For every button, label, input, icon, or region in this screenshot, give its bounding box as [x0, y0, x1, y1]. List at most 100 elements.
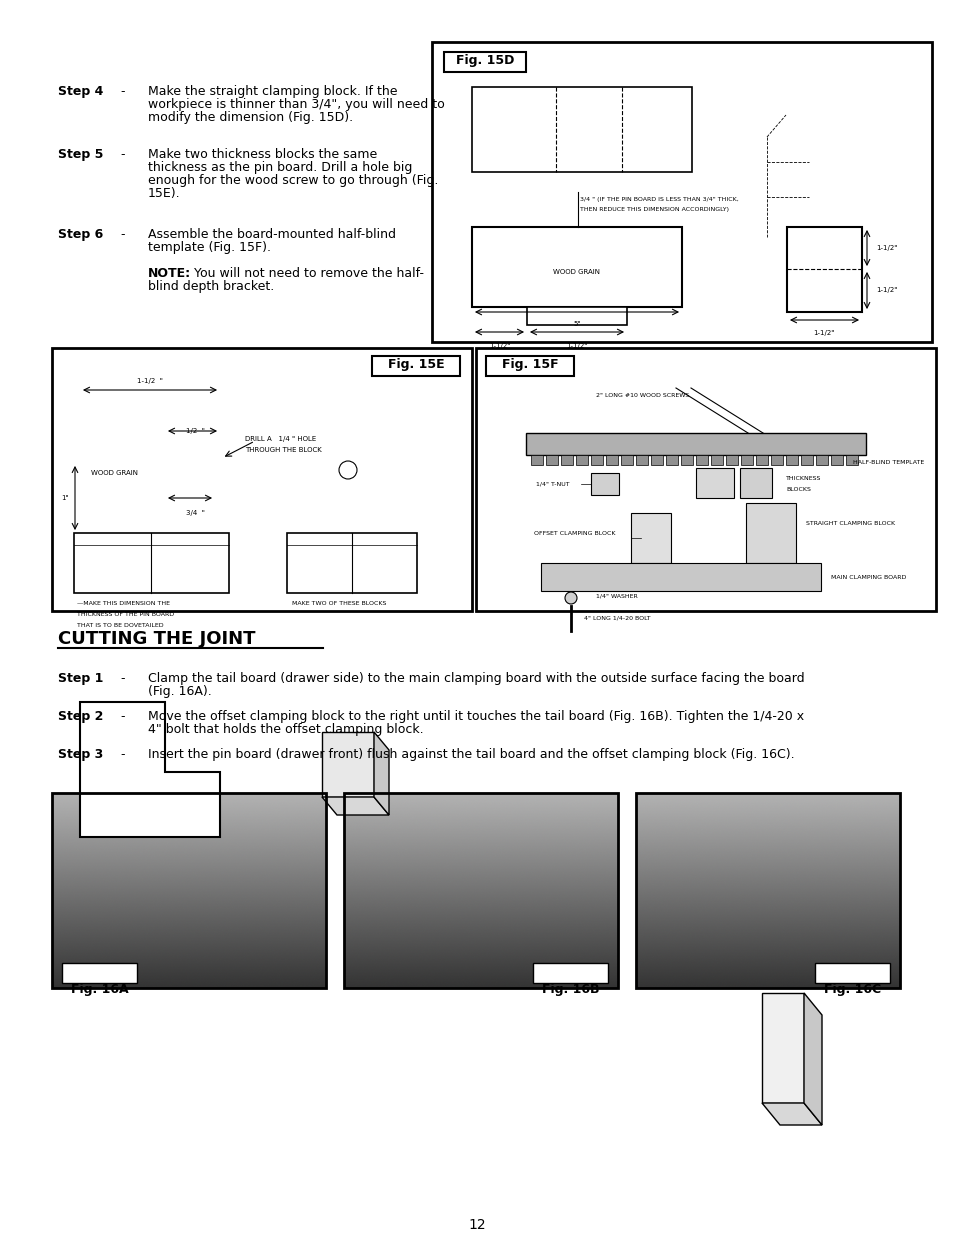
- Bar: [525, 433, 865, 454]
- Text: STRAIGHT CLAMPING BLOCK: STRAIGHT CLAMPING BLOCK: [805, 521, 894, 526]
- Bar: [845, 454, 857, 466]
- Text: 4" LONG 1/4-20 BOLT: 4" LONG 1/4-20 BOLT: [583, 616, 650, 621]
- Text: You will not need to remove the half-: You will not need to remove the half-: [190, 267, 423, 280]
- Text: NOTE:: NOTE:: [148, 267, 191, 280]
- Bar: [605, 454, 618, 466]
- Polygon shape: [761, 993, 803, 1103]
- Circle shape: [564, 592, 577, 604]
- Text: thickness as the pin board. Drill a hole big: thickness as the pin board. Drill a hole…: [148, 161, 412, 174]
- Text: Fig. 15D: Fig. 15D: [456, 54, 514, 67]
- Text: -: -: [120, 228, 125, 241]
- Text: WOOD GRAIN: WOOD GRAIN: [553, 269, 599, 275]
- Bar: [785, 454, 797, 466]
- Text: Assemble the board-mounted half-blind: Assemble the board-mounted half-blind: [148, 228, 395, 241]
- Text: Step 1: Step 1: [58, 672, 103, 685]
- Bar: [740, 468, 771, 498]
- Bar: [476, 348, 935, 611]
- Text: -: -: [120, 710, 125, 722]
- Bar: [680, 454, 692, 466]
- Text: THAT IS TO BE DOVETAILED: THAT IS TO BE DOVETAILED: [77, 622, 164, 629]
- Bar: [540, 563, 821, 592]
- Bar: [710, 454, 722, 466]
- Bar: [755, 454, 767, 466]
- Bar: [696, 468, 733, 498]
- Text: -: -: [120, 672, 125, 685]
- Bar: [770, 454, 782, 466]
- Text: 1/4" T-NUT: 1/4" T-NUT: [536, 480, 569, 487]
- Text: 1-1/2": 1-1/2": [876, 287, 897, 293]
- Bar: [576, 454, 587, 466]
- Text: Make two thickness blocks the same: Make two thickness blocks the same: [148, 148, 376, 161]
- Text: Fig. 16B: Fig. 16B: [541, 983, 599, 995]
- Text: THICKNESS OF THE PIN BOARD: THICKNESS OF THE PIN BOARD: [77, 613, 174, 618]
- Text: 3/4  ": 3/4 ": [186, 510, 204, 516]
- Bar: [472, 227, 681, 308]
- Bar: [630, 513, 670, 563]
- Text: 5": 5": [573, 321, 580, 327]
- Text: -: -: [120, 748, 125, 761]
- Bar: [740, 454, 752, 466]
- Text: Fig. 15E: Fig. 15E: [387, 358, 444, 370]
- Text: WOOD GRAIN: WOOD GRAIN: [91, 471, 138, 475]
- Text: 1-1/2  ": 1-1/2 ": [137, 378, 163, 384]
- Text: 1-1/2": 1-1/2": [489, 343, 510, 350]
- Text: Step 3: Step 3: [58, 748, 103, 761]
- Text: BLOCKS: BLOCKS: [785, 487, 810, 492]
- Text: modify the dimension (Fig. 15D).: modify the dimension (Fig. 15D).: [148, 111, 353, 124]
- Text: Make the straight clamping block. If the: Make the straight clamping block. If the: [148, 85, 397, 98]
- Text: Step 2: Step 2: [58, 710, 103, 722]
- Text: Step 5: Step 5: [58, 148, 103, 161]
- Bar: [533, 963, 607, 983]
- Polygon shape: [374, 732, 389, 815]
- Bar: [636, 454, 647, 466]
- Text: enough for the wood screw to go through (Fig.: enough for the wood screw to go through …: [148, 174, 438, 186]
- Bar: [52, 348, 472, 611]
- Text: -: -: [120, 85, 125, 98]
- Text: MAKE TWO OF THESE BLOCKS: MAKE TWO OF THESE BLOCKS: [292, 601, 386, 606]
- Text: Fig. 16A: Fig. 16A: [71, 983, 129, 995]
- Bar: [725, 454, 738, 466]
- Text: Clamp the tail board (drawer side) to the main clamping board with the outside s: Clamp the tail board (drawer side) to th…: [148, 672, 803, 685]
- Text: MAIN CLAMPING BOARD: MAIN CLAMPING BOARD: [830, 576, 905, 580]
- Polygon shape: [761, 1103, 821, 1125]
- Text: 12: 12: [468, 1218, 485, 1233]
- Text: 1-1/2": 1-1/2": [566, 343, 587, 350]
- Text: Fig. 15F: Fig. 15F: [501, 358, 558, 370]
- Bar: [636, 793, 899, 988]
- Text: THEN REDUCE THIS DIMENSION ACCORDINGLY): THEN REDUCE THIS DIMENSION ACCORDINGLY): [579, 207, 728, 212]
- Polygon shape: [322, 732, 374, 797]
- Text: DRILL A   1/4 " HOLE: DRILL A 1/4 " HOLE: [245, 436, 315, 442]
- Bar: [830, 454, 842, 466]
- Text: 1/4" WASHER: 1/4" WASHER: [596, 593, 638, 598]
- Bar: [531, 454, 542, 466]
- Polygon shape: [80, 701, 220, 837]
- Text: Insert the pin board (drawer front) flush against the tail board and the offset : Insert the pin board (drawer front) flus…: [148, 748, 794, 761]
- Text: 1-1/2": 1-1/2": [876, 245, 897, 251]
- Text: THROUGH THE BLOCK: THROUGH THE BLOCK: [245, 447, 321, 453]
- Bar: [74, 534, 229, 593]
- Polygon shape: [803, 993, 821, 1125]
- Bar: [650, 454, 662, 466]
- Bar: [801, 454, 812, 466]
- Text: Step 4: Step 4: [58, 85, 103, 98]
- Text: 3/4 " (IF THE PIN BOARD IS LESS THAN 3/4" THICK,: 3/4 " (IF THE PIN BOARD IS LESS THAN 3/4…: [579, 198, 738, 203]
- Text: HALF-BLIND TEMPLATE: HALF-BLIND TEMPLATE: [852, 459, 923, 466]
- Text: THICKNESS: THICKNESS: [785, 475, 821, 480]
- Bar: [696, 454, 707, 466]
- Bar: [443, 52, 525, 72]
- Text: 1/2  ": 1/2 ": [186, 429, 204, 433]
- Text: OFFSET CLAMPING BLOCK: OFFSET CLAMPING BLOCK: [534, 531, 615, 536]
- Text: (Fig. 16A).: (Fig. 16A).: [148, 685, 212, 698]
- Bar: [545, 454, 558, 466]
- Bar: [620, 454, 633, 466]
- Bar: [814, 963, 889, 983]
- Bar: [472, 86, 691, 172]
- Text: —MAKE THIS DIMENSION THE: —MAKE THIS DIMENSION THE: [77, 601, 170, 606]
- Bar: [560, 454, 573, 466]
- Bar: [52, 793, 326, 988]
- Bar: [372, 356, 459, 375]
- Bar: [590, 454, 602, 466]
- Bar: [526, 308, 626, 325]
- Text: 1": 1": [61, 495, 69, 501]
- Text: blind depth bracket.: blind depth bracket.: [148, 280, 274, 293]
